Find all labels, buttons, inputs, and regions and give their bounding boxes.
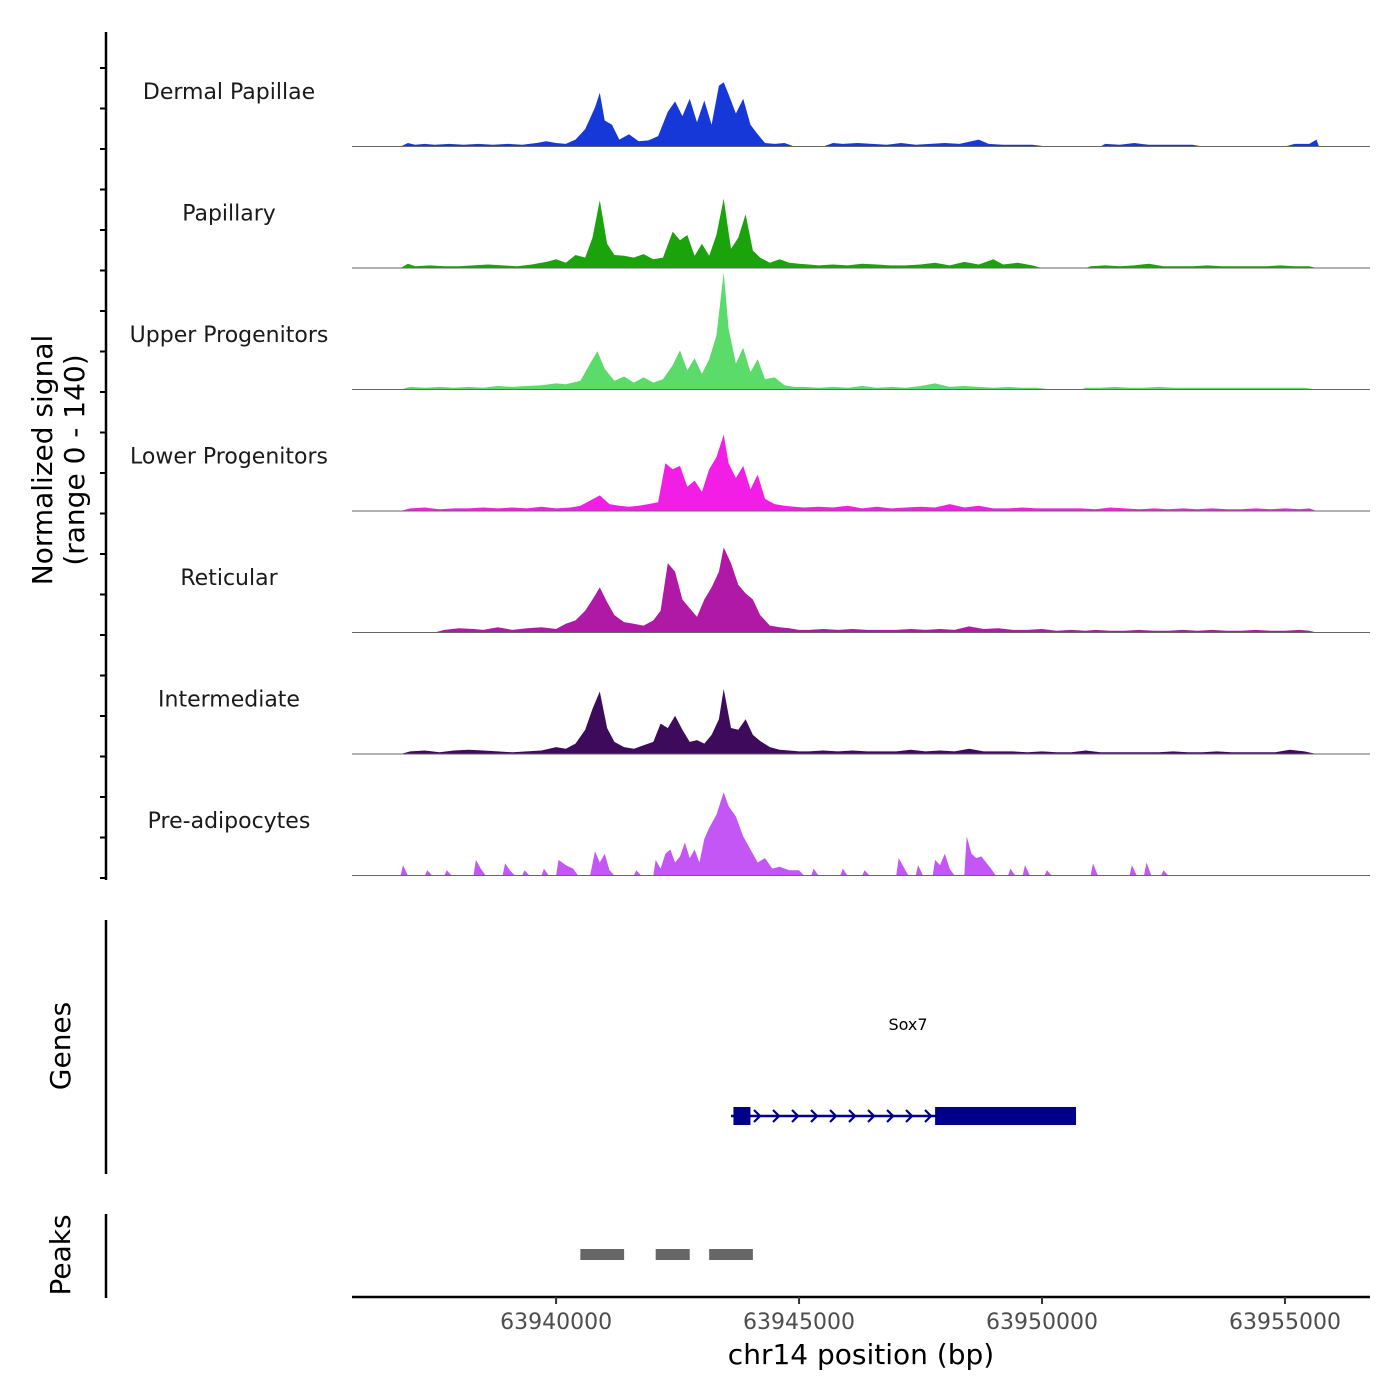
strand-arrow (905, 1109, 914, 1123)
x-axis-ticks: 63940000 63945000 63950000 63955000 (500, 1297, 1341, 1335)
x-axis-title: chr14 position (bp) (728, 1338, 994, 1371)
coverage-area-intermediate (400, 688, 1317, 754)
coverage-area-papillary (400, 198, 1317, 268)
track-labels: Dermal Papillae Papillary Upper Progenitor… (130, 80, 329, 834)
peak-region (709, 1249, 753, 1260)
track-label: Intermediate (158, 688, 300, 713)
gene-exon (733, 1107, 751, 1125)
coverage-area-upper-progenitors (400, 272, 1317, 390)
strand-arrow (829, 1109, 838, 1123)
genes-track-title: Genes (44, 1002, 77, 1090)
x-tick-label: 63955000 (1229, 1310, 1341, 1335)
coverage-area-reticular (434, 547, 1317, 633)
gene-label: Sox7 (888, 1015, 927, 1034)
coverage-area-dermal-papillae (400, 82, 1320, 147)
track-label: Reticular (180, 566, 278, 591)
strand-arrow (810, 1109, 819, 1123)
track-label: Dermal Papillae (143, 80, 315, 105)
x-tick-label: 63940000 (500, 1310, 612, 1335)
strand-arrow (848, 1109, 857, 1123)
track-label: Lower Progenitors (130, 445, 328, 470)
coverage-tracks (352, 82, 1370, 876)
peaks-track-title: Peaks (44, 1214, 77, 1295)
strand-arrow (753, 1109, 762, 1123)
x-tick-label: 63945000 (743, 1310, 855, 1335)
strand-arrow (924, 1109, 933, 1123)
strand-arrow (772, 1109, 781, 1123)
strand-arrow (886, 1109, 895, 1123)
genes-track: Sox7 (731, 1015, 1077, 1125)
coverage-y-axis-ticks (100, 67, 106, 879)
track-label: Upper Progenitors (130, 323, 329, 348)
coverage-area-lower-progenitors (400, 434, 1317, 511)
y-axis-title-line1: Normalized signal (26, 335, 59, 586)
peak-region (655, 1249, 690, 1260)
y-axis-title-line2: (range 0 - 140) (58, 354, 91, 565)
gene-exon (935, 1107, 1077, 1125)
strand-arrow (867, 1109, 876, 1123)
coverage-area-pre-adipocytes (400, 792, 1169, 876)
strand-arrow (791, 1109, 800, 1123)
track-label: Papillary (182, 202, 276, 227)
peak-region (580, 1249, 625, 1260)
x-tick-label: 63950000 (986, 1310, 1098, 1335)
peaks-track (580, 1249, 753, 1260)
track-label: Pre-adipocytes (148, 809, 311, 834)
